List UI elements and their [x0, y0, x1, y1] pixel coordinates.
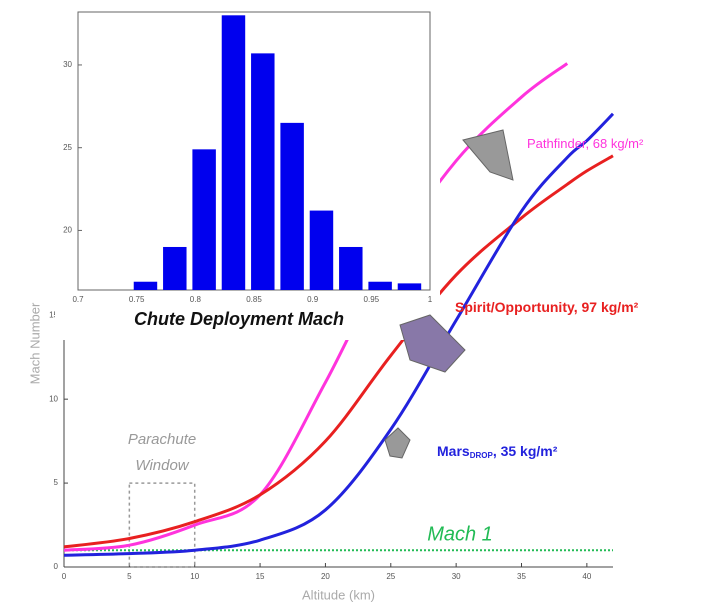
histogram-bar [339, 247, 362, 290]
x-tick-label: 10 [190, 572, 199, 581]
x-tick-label: 0.85 [246, 295, 262, 304]
x-axis-label: Altitude (km) [302, 587, 375, 602]
window-label: Parachute [128, 431, 196, 448]
x-tick-label: 0.9 [307, 295, 319, 304]
x-tick-label: 0.95 [364, 295, 380, 304]
series-name-rest: , 35 kg/m² [493, 443, 558, 459]
x-tick-label: 25 [386, 572, 395, 581]
y-tick-label: 20 [63, 226, 72, 235]
histogram-bar [222, 15, 245, 290]
x-tick-label: 0 [62, 572, 67, 581]
series-name: Pathfinder, 68 kg/m² [527, 136, 644, 151]
histogram-bar [310, 211, 333, 290]
histogram-bar [192, 149, 215, 290]
y-tick-label: 25 [63, 143, 72, 152]
series-label: MarsDROP, 35 kg/m² [437, 443, 558, 460]
x-tick-label: 0.75 [129, 295, 145, 304]
chart: 0510152025303540051015Altitude (km)Mach … [0, 0, 721, 607]
pathfinder-capsule [463, 130, 513, 180]
x-tick-label: 35 [517, 572, 526, 581]
y-tick-label: 0 [54, 562, 59, 571]
series-label: Spirit/Opportunity, 97 kg/m² [455, 299, 639, 315]
histogram-bar [251, 53, 274, 290]
x-tick-label: 15 [256, 572, 265, 581]
y-tick-label: 10 [49, 394, 58, 403]
histogram-bar [368, 282, 391, 290]
y-tick-label: 30 [63, 60, 72, 69]
x-tick-label: 40 [582, 572, 591, 581]
x-tick-label: 20 [321, 572, 330, 581]
mach-1-label: Mach 1 [427, 523, 493, 545]
y-tick-label: 5 [54, 478, 59, 487]
histogram-bar [134, 282, 157, 290]
series-name: Mars [437, 443, 470, 459]
series-name-sub: DROP [470, 451, 494, 460]
inset-title: Chute Deployment Mach [134, 309, 344, 329]
x-tick-label: 0.8 [190, 295, 202, 304]
histogram-bar [398, 283, 421, 290]
histogram-bar [163, 247, 186, 290]
x-tick-label: 30 [452, 572, 461, 581]
y-axis-label: Mach Number [27, 302, 42, 384]
x-tick-label: 5 [127, 572, 132, 581]
series-label: Pathfinder, 68 kg/m² [527, 136, 644, 151]
x-tick-label: 1 [428, 295, 433, 304]
window-label: Window [135, 457, 189, 474]
x-tick-label: 0.7 [72, 295, 84, 304]
histogram-bar [280, 123, 303, 290]
series-name: Spirit/Opportunity, 97 kg/m² [455, 299, 639, 315]
